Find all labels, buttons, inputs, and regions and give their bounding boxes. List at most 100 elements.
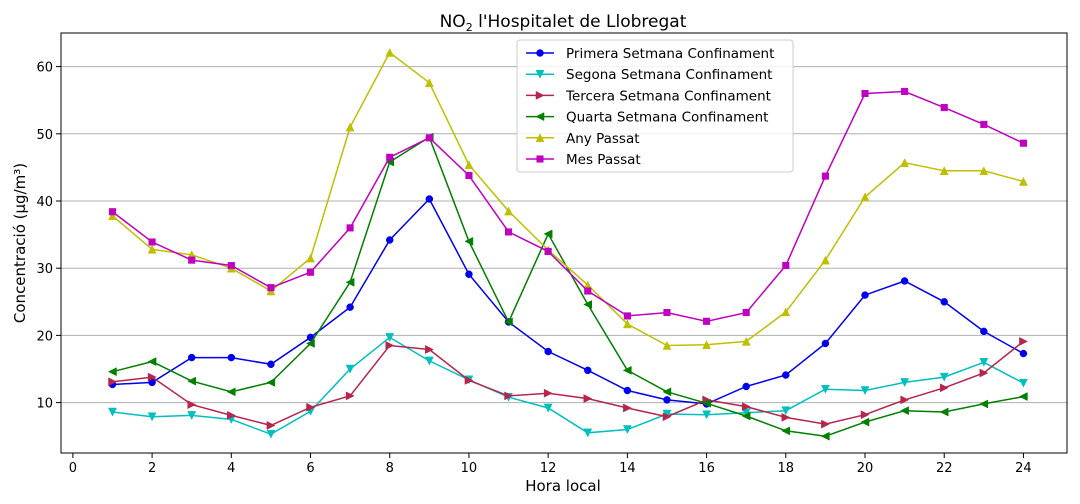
data-point bbox=[424, 356, 434, 366]
data-point bbox=[782, 261, 790, 270]
data-point bbox=[266, 429, 276, 439]
data-point bbox=[108, 211, 117, 221]
data-point bbox=[503, 317, 513, 327]
data-point bbox=[741, 336, 751, 346]
data-point bbox=[346, 224, 354, 232]
data-point bbox=[900, 378, 910, 387]
legend-item: Mes Passat bbox=[526, 152, 641, 168]
legend-label: Tercera Setmana Confinament bbox=[565, 88, 771, 104]
series-line bbox=[112, 340, 1024, 427]
y-tick-label: 10 bbox=[36, 397, 53, 412]
series-line bbox=[112, 90, 1024, 323]
data-point bbox=[1019, 176, 1028, 186]
data-point bbox=[187, 376, 196, 386]
data-point bbox=[980, 327, 988, 336]
data-point bbox=[623, 386, 632, 395]
data-point bbox=[107, 367, 117, 377]
data-point bbox=[741, 402, 751, 412]
data-point bbox=[861, 291, 869, 299]
data-point bbox=[504, 206, 513, 216]
data-point bbox=[742, 382, 750, 391]
data-point bbox=[860, 192, 870, 202]
legend-item: Quarta Setmana Confinament bbox=[526, 110, 768, 126]
data-point bbox=[1019, 337, 1028, 346]
data-point bbox=[504, 391, 514, 401]
x-tick-label: 10 bbox=[461, 461, 478, 476]
data-point bbox=[663, 396, 671, 404]
data-point bbox=[622, 425, 632, 435]
legend-marker bbox=[535, 112, 545, 122]
data-point bbox=[979, 399, 989, 409]
data-point bbox=[860, 410, 870, 420]
data-point bbox=[900, 277, 909, 285]
data-point bbox=[940, 298, 948, 306]
x-axis-label: Hora local bbox=[525, 477, 601, 495]
y-tick-label: 30 bbox=[36, 262, 53, 277]
series-line bbox=[112, 136, 1024, 437]
data-point bbox=[583, 394, 593, 403]
data-point bbox=[939, 372, 949, 382]
data-point bbox=[979, 368, 989, 378]
data-point bbox=[267, 284, 275, 292]
data-point bbox=[147, 412, 157, 422]
data-point bbox=[425, 195, 434, 203]
data-point bbox=[1019, 378, 1028, 388]
data-point bbox=[622, 319, 632, 329]
data-point bbox=[623, 403, 632, 413]
data-point bbox=[861, 89, 869, 98]
data-point bbox=[939, 407, 949, 417]
y-tick-label: 60 bbox=[36, 61, 53, 76]
data-point bbox=[345, 277, 355, 287]
data-point bbox=[464, 236, 474, 246]
legend-item: Segona Setmana Confinament bbox=[526, 67, 772, 83]
x-tick-label: 4 bbox=[227, 461, 235, 476]
data-point bbox=[346, 303, 354, 311]
x-tick-label: 6 bbox=[306, 461, 314, 476]
data-point bbox=[147, 244, 157, 254]
data-point bbox=[623, 312, 631, 320]
data-point bbox=[821, 419, 830, 429]
data-point bbox=[662, 340, 672, 350]
data-point bbox=[385, 341, 395, 350]
data-point bbox=[1018, 392, 1028, 401]
series-lines bbox=[107, 47, 1028, 441]
data-point bbox=[1019, 349, 1028, 358]
series-line bbox=[112, 336, 1024, 436]
data-point bbox=[702, 398, 711, 408]
data-point bbox=[781, 412, 791, 422]
x-tick-label: 12 bbox=[540, 461, 557, 476]
data-point bbox=[464, 376, 474, 385]
data-point bbox=[345, 364, 355, 374]
data-point bbox=[505, 228, 513, 236]
data-point bbox=[702, 410, 711, 420]
chart-title-rest: l'Hospitalet de Llobregat bbox=[473, 12, 687, 32]
data-point bbox=[979, 166, 989, 176]
y-tick-label: 50 bbox=[36, 128, 53, 143]
data-point bbox=[900, 158, 910, 167]
data-point bbox=[663, 309, 671, 317]
legend-marker bbox=[536, 49, 544, 57]
data-point bbox=[108, 208, 117, 216]
data-point bbox=[147, 357, 157, 367]
legend-marker bbox=[536, 155, 544, 163]
data-point bbox=[306, 402, 316, 412]
data-point bbox=[108, 407, 117, 417]
y-tick-label: 20 bbox=[36, 329, 53, 344]
data-point bbox=[148, 238, 156, 246]
y-axis-label: Concentració (µg/m³) bbox=[11, 163, 29, 323]
legend-label: Mes Passat bbox=[566, 152, 641, 168]
x-tick-label: 20 bbox=[857, 461, 874, 476]
data-point bbox=[227, 353, 236, 362]
data-point bbox=[187, 400, 197, 410]
x-tick-label: 18 bbox=[778, 461, 795, 476]
data-point bbox=[425, 134, 433, 142]
legend-marker bbox=[535, 90, 545, 100]
data-point bbox=[781, 406, 791, 416]
data-point bbox=[781, 307, 791, 317]
x-tick-label: 16 bbox=[698, 461, 715, 476]
data-point bbox=[147, 372, 157, 382]
data-point bbox=[820, 384, 830, 394]
data-point bbox=[543, 229, 553, 239]
data-point bbox=[306, 268, 315, 276]
